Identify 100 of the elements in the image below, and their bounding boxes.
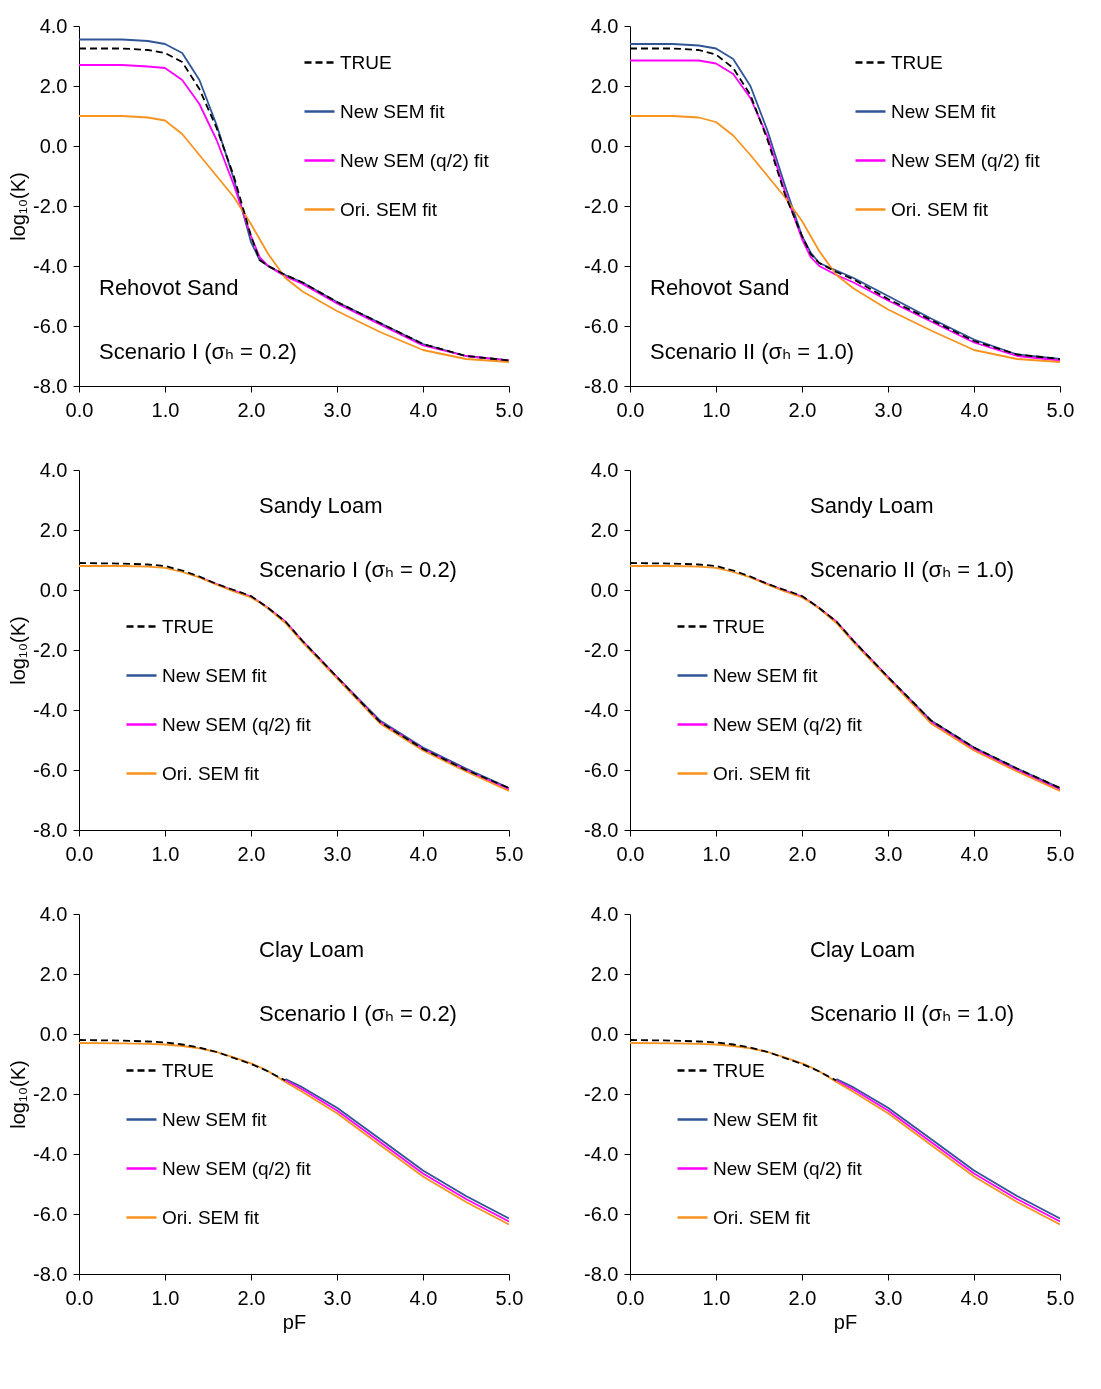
- y-tick-label: -8.0: [584, 374, 619, 397]
- legend-label: TRUE: [162, 615, 214, 637]
- y-tick-label: 0.0: [590, 134, 619, 157]
- y-tick-label: 0.0: [590, 578, 619, 601]
- y-tick-label: 4.0: [590, 14, 619, 37]
- legend-label: New SEM fit: [162, 664, 268, 686]
- x-tick-label: 2.0: [237, 398, 266, 421]
- y-tick-label: 0.0: [39, 1022, 68, 1045]
- x-tick-label: 2.0: [237, 842, 266, 865]
- annotation: Scenario II (σₕ = 1.0): [810, 557, 1015, 582]
- x-tick-label: 2.0: [788, 842, 817, 865]
- y-tick-label: -6.0: [33, 314, 68, 337]
- x-tick-label: 2.0: [237, 1286, 266, 1309]
- x-tick-label: 4.0: [960, 842, 989, 865]
- legend-label: Ori. SEM fit: [162, 1206, 260, 1228]
- x-tick-label: 0.0: [65, 842, 94, 865]
- line-series: [79, 1042, 509, 1226]
- legend-label: Ori. SEM fit: [713, 1206, 811, 1228]
- y-tick-label: -2.0: [33, 194, 68, 217]
- annotation: Scenario I (σₕ = 0.2): [99, 339, 297, 364]
- y-tick-label: 4.0: [590, 458, 619, 481]
- x-tick-label: 1.0: [702, 1286, 731, 1309]
- annotation: Clay Loam: [810, 937, 916, 962]
- y-tick-label: -6.0: [584, 314, 619, 337]
- x-tick-label: 3.0: [874, 398, 903, 421]
- x-tick-label: 3.0: [874, 1286, 903, 1309]
- x-tick-label: 0.0: [65, 398, 94, 421]
- legend-label: TRUE: [891, 51, 943, 73]
- x-tick-label: 4.0: [409, 842, 438, 865]
- legend-label: New SEM (q/2) fit: [340, 149, 490, 171]
- y-tick-label: -4.0: [33, 1142, 68, 1165]
- y-tick-label: 0.0: [39, 578, 68, 601]
- y-tick-label: -4.0: [33, 698, 68, 721]
- y-tick-label: -8.0: [584, 818, 619, 841]
- y-axis-title: log₁₀(K): [7, 616, 30, 685]
- legend-label: New SEM fit: [713, 664, 819, 686]
- legend-label: New SEM fit: [891, 100, 997, 122]
- legend-label: New SEM fit: [713, 1108, 819, 1130]
- x-tick-label: 0.0: [616, 398, 645, 421]
- y-tick-label: 4.0: [590, 902, 619, 925]
- y-tick-label: -8.0: [33, 374, 68, 397]
- y-tick-label: -2.0: [584, 194, 619, 217]
- y-tick-label: 4.0: [39, 458, 68, 481]
- x-tick-label: 5.0: [495, 398, 524, 421]
- y-tick-label: 2.0: [39, 74, 68, 97]
- y-tick-label: 2.0: [39, 962, 68, 985]
- annotation: Scenario I (σₕ = 0.2): [259, 1001, 457, 1026]
- y-tick-label: -4.0: [584, 254, 619, 277]
- x-axis-title: pF: [833, 1310, 858, 1333]
- x-tick-label: 5.0: [495, 842, 524, 865]
- legend-label: New SEM (q/2) fit: [891, 149, 1041, 171]
- y-tick-label: -6.0: [584, 1202, 619, 1225]
- y-tick-label: 4.0: [39, 902, 68, 925]
- legend-label: TRUE: [713, 1059, 765, 1081]
- y-tick-label: -4.0: [584, 1142, 619, 1165]
- y-tick-label: -8.0: [584, 1262, 619, 1285]
- x-tick-label: 3.0: [874, 842, 903, 865]
- x-tick-label: 4.0: [409, 1286, 438, 1309]
- x-tick-label: 4.0: [960, 398, 989, 421]
- x-tick-label: 2.0: [788, 398, 817, 421]
- y-tick-label: -8.0: [33, 818, 68, 841]
- annotation: Rehovot Sand: [99, 275, 239, 300]
- x-tick-label: 3.0: [323, 1286, 352, 1309]
- annotation: Sandy Loam: [810, 493, 934, 518]
- y-tick-label: 2.0: [39, 518, 68, 541]
- annotation: Sandy Loam: [259, 493, 383, 518]
- x-tick-label: 3.0: [323, 842, 352, 865]
- legend-label: TRUE: [713, 615, 765, 637]
- y-tick-label: -4.0: [584, 698, 619, 721]
- legend-label: Ori. SEM fit: [891, 198, 989, 220]
- x-tick-label: 4.0: [960, 1286, 989, 1309]
- x-tick-label: 2.0: [788, 1286, 817, 1309]
- y-tick-label: -6.0: [33, 758, 68, 781]
- legend-label: New SEM (q/2) fit: [713, 1157, 863, 1179]
- annotation: Rehovot Sand: [650, 275, 790, 300]
- y-tick-label: -6.0: [584, 758, 619, 781]
- x-tick-label: 1.0: [151, 1286, 180, 1309]
- x-tick-label: 0.0: [65, 1286, 94, 1309]
- y-axis-title: log₁₀(K): [7, 172, 30, 241]
- x-tick-label: 1.0: [702, 842, 731, 865]
- annotation: Clay Loam: [259, 937, 365, 962]
- legend-label: Ori. SEM fit: [162, 762, 260, 784]
- y-tick-label: -2.0: [584, 1082, 619, 1105]
- y-tick-label: 0.0: [590, 1022, 619, 1045]
- y-tick-label: 2.0: [590, 962, 619, 985]
- x-axis-title: pF: [282, 1310, 307, 1333]
- y-axis-title: log₁₀(K): [7, 1060, 30, 1129]
- x-tick-label: 5.0: [1046, 1286, 1075, 1309]
- legend-label: New SEM fit: [340, 100, 446, 122]
- y-tick-label: 0.0: [39, 134, 68, 157]
- legend-label: TRUE: [162, 1059, 214, 1081]
- legend-label: Ori. SEM fit: [340, 198, 438, 220]
- y-tick-label: -8.0: [33, 1262, 68, 1285]
- y-tick-label: -6.0: [33, 1202, 68, 1225]
- legend-label: New SEM (q/2) fit: [713, 713, 863, 735]
- legend-label: New SEM (q/2) fit: [162, 1157, 312, 1179]
- x-tick-label: 0.0: [616, 842, 645, 865]
- x-tick-label: 1.0: [702, 398, 731, 421]
- y-tick-label: -4.0: [33, 254, 68, 277]
- annotation: Scenario II (σₕ = 1.0): [810, 1001, 1015, 1026]
